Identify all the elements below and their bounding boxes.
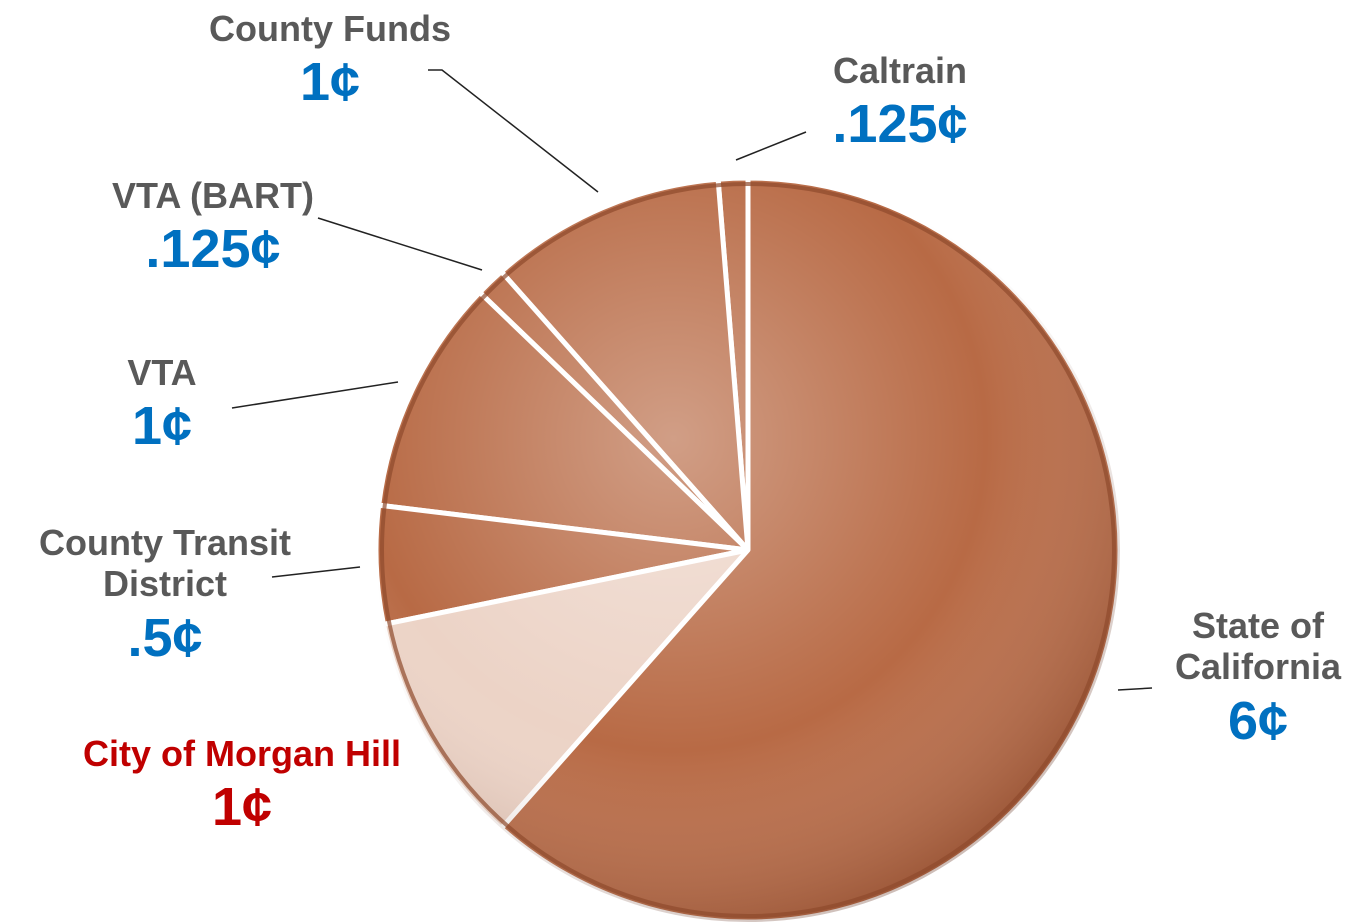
value-label: 1¢ xyxy=(165,51,495,113)
category-label: VTA (BART) xyxy=(63,175,363,216)
pie xyxy=(376,178,1120,922)
value-label: .125¢ xyxy=(63,218,363,280)
category-label: State of California xyxy=(1163,605,1353,688)
slice-label: County Transit District.5¢ xyxy=(0,522,330,669)
slice-label: VTA (BART).125¢ xyxy=(63,175,363,280)
category-label: City of Morgan Hill xyxy=(77,733,407,774)
category-label: VTA xyxy=(62,352,262,393)
slice-label: Caltrain.125¢ xyxy=(770,50,1030,155)
value-label: .125¢ xyxy=(770,93,1030,155)
category-label: Caltrain xyxy=(770,50,1030,91)
leader-line xyxy=(1118,688,1152,690)
value-label: 1¢ xyxy=(62,395,262,457)
infographic: Caltrain.125¢County Funds1¢VTA (BART).12… xyxy=(0,0,1361,923)
category-label: County Transit District xyxy=(0,522,330,605)
value-label: 6¢ xyxy=(1163,690,1353,752)
category-label: County Funds xyxy=(165,8,495,49)
value-label: .5¢ xyxy=(0,607,330,669)
value-label: 1¢ xyxy=(77,776,407,838)
